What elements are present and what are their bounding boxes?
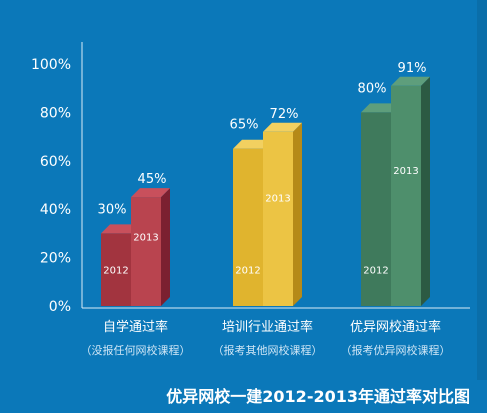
bar-year-label: 2013 (133, 233, 158, 244)
bar-value-label: 65% (230, 118, 259, 133)
x-category-label: 培训行业通过率 (222, 319, 313, 335)
bar-side (161, 188, 170, 306)
bar-2012 (233, 148, 263, 306)
bar-year-label: 2013 (265, 193, 290, 204)
bar-2013 (263, 131, 293, 306)
y-tick-label: 20% (40, 251, 71, 267)
bar-top (131, 188, 170, 198)
x-category-label: 自学通过率 (103, 319, 168, 335)
chart-title: 优异网校一建2012-2013年通过率对比图 (0, 380, 470, 413)
bar-top (263, 122, 302, 132)
bar-value-label: 80% (358, 81, 387, 96)
bar-top (391, 76, 430, 86)
bar-2013 (131, 197, 161, 306)
bar-side (293, 122, 302, 306)
bar-2012 (361, 112, 391, 307)
bar-value-label: 91% (398, 61, 427, 76)
bar-year-label: 2012 (363, 265, 388, 276)
bar-top (233, 139, 272, 149)
x-category-sublabel: （报考其他网校课程） (213, 343, 323, 357)
y-tick-label: 40% (40, 202, 71, 218)
y-tick-label: 0% (49, 299, 71, 315)
y-tick-label: 60% (40, 154, 71, 170)
y-tick-label: 80% (40, 105, 71, 121)
bar-top (101, 224, 140, 234)
x-category-label: 优异网校通过率 (350, 319, 441, 335)
bar-year-label: 2012 (103, 265, 128, 276)
bar-2013 (391, 85, 421, 306)
bar-value-label: 72% (270, 107, 299, 122)
bar-value-label: 45% (138, 172, 167, 187)
bar-2012 (101, 233, 131, 306)
bar-side (421, 76, 430, 306)
bar-top (361, 103, 400, 113)
bar-year-label: 2012 (235, 265, 260, 276)
x-category-sublabel: （没报任何网校课程） (81, 343, 191, 357)
y-tick-label: 100% (31, 57, 71, 73)
bar-year-label: 2013 (393, 166, 418, 177)
panel-edge (477, 0, 487, 380)
x-category-sublabel: （报考优异网校课程） (341, 343, 451, 357)
bar-value-label: 30% (98, 202, 127, 217)
